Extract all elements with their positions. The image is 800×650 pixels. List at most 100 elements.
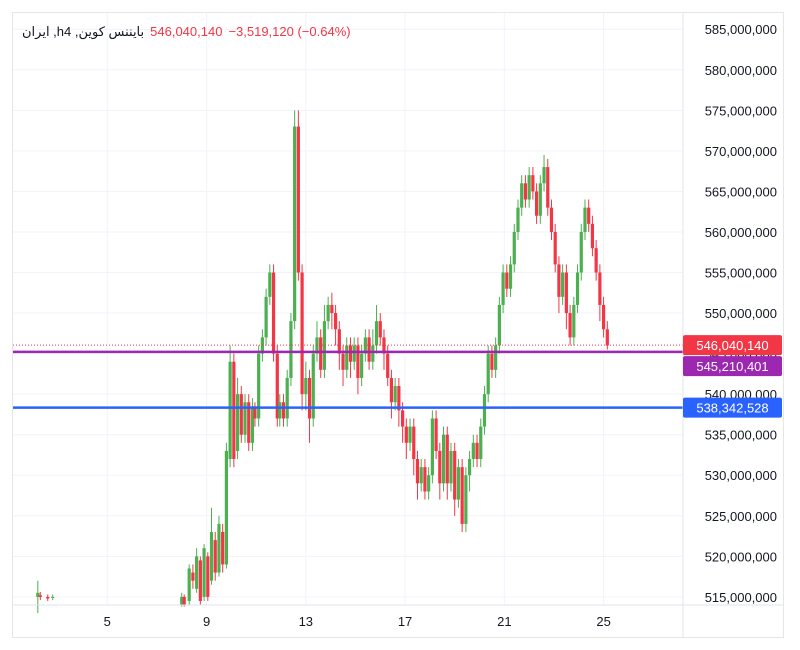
candle-body xyxy=(527,175,531,200)
candle-up xyxy=(315,321,319,362)
price-tag-purple: 545,210,401 xyxy=(683,356,782,377)
y-tick-label: 535,000,000 xyxy=(705,428,777,443)
candle-body xyxy=(587,207,591,224)
candle-down xyxy=(564,264,568,330)
candle-down xyxy=(546,158,550,216)
y-tick-label: 575,000,000 xyxy=(705,103,777,118)
candle-body xyxy=(419,467,423,484)
candle-down xyxy=(445,426,449,500)
candle-up xyxy=(467,450,472,492)
candle-up xyxy=(228,345,232,468)
candle-body xyxy=(278,402,282,419)
candle-body xyxy=(311,353,315,419)
candle-up xyxy=(408,418,412,451)
candle-body xyxy=(367,337,371,362)
candle-body xyxy=(213,540,217,573)
candle-up xyxy=(180,592,184,607)
candle-body xyxy=(393,386,397,403)
candle-body xyxy=(583,207,587,232)
candle-up xyxy=(497,296,501,354)
candle-down xyxy=(534,183,539,224)
candle-body xyxy=(423,467,427,492)
candle-body xyxy=(516,207,520,232)
last-price-label: 546,040,140 xyxy=(150,24,223,39)
candle-body xyxy=(363,337,367,354)
candle-body xyxy=(374,321,379,346)
candle-body xyxy=(239,394,243,435)
candle-up xyxy=(278,394,282,427)
price-tag-box xyxy=(683,356,782,377)
candle-down xyxy=(348,337,353,378)
candle-up xyxy=(419,459,423,492)
candle-layer xyxy=(36,110,609,614)
candle-body xyxy=(497,304,501,346)
candle-up xyxy=(289,313,293,387)
candle-body xyxy=(568,313,572,338)
candle-up xyxy=(264,288,268,346)
candle-up xyxy=(371,329,375,370)
candle-body xyxy=(232,361,236,460)
candle-body xyxy=(51,596,55,598)
candle-body xyxy=(235,394,240,451)
candle-body xyxy=(441,434,446,484)
candle-body xyxy=(598,272,602,305)
candle-down xyxy=(412,418,416,476)
candle-down xyxy=(601,296,606,338)
candle-down xyxy=(281,394,286,427)
candle-body xyxy=(46,596,50,599)
candle-body xyxy=(561,272,565,297)
y-tick-label: 565,000,000 xyxy=(705,184,777,199)
candle-body xyxy=(464,475,468,524)
candle-body xyxy=(268,272,272,297)
candle-down xyxy=(253,402,257,427)
candle-body xyxy=(356,345,360,378)
candle-down xyxy=(239,386,243,443)
candle-down xyxy=(415,450,420,500)
candle-body xyxy=(300,272,304,395)
candle-body xyxy=(348,345,353,362)
candle-body xyxy=(505,272,509,289)
candle-up xyxy=(441,426,446,492)
candle-body xyxy=(307,377,312,419)
candle-body xyxy=(253,406,257,419)
candle-body xyxy=(486,353,490,395)
candle-body xyxy=(546,167,550,208)
candle-body xyxy=(456,467,461,500)
candle-body xyxy=(389,377,394,403)
candle-body xyxy=(36,592,40,597)
candle-body xyxy=(438,450,442,484)
candle-body xyxy=(271,272,276,354)
candle-body xyxy=(490,353,494,370)
candle-down xyxy=(191,564,195,589)
candle-up xyxy=(293,110,297,330)
candle-down xyxy=(206,552,210,601)
x-tick-label: 9 xyxy=(203,614,210,629)
candle-body xyxy=(330,304,334,314)
candle-up xyxy=(572,296,576,346)
candle-down xyxy=(460,459,464,533)
candle-up xyxy=(427,467,431,500)
candle-body xyxy=(542,167,546,184)
candle-body xyxy=(333,313,338,330)
price-tag-last: 546,040,140 xyxy=(683,335,782,356)
price-tag-blue: 538,342,528 xyxy=(683,397,782,418)
candle-up xyxy=(527,167,531,208)
candle-down xyxy=(568,304,572,346)
candle-down xyxy=(531,167,535,200)
candle-body xyxy=(501,272,505,305)
candle-down xyxy=(337,321,341,370)
candle-down xyxy=(397,377,401,427)
candle-up xyxy=(494,337,498,378)
candle-up xyxy=(285,369,289,427)
candle-down xyxy=(356,337,360,395)
candle-down xyxy=(453,442,457,516)
y-tick-label: 570,000,000 xyxy=(705,144,777,159)
candle-body xyxy=(341,353,345,370)
candle-up xyxy=(471,434,475,468)
candle-body xyxy=(538,183,542,216)
axis-layer: 515,000,000 520,000,000 525,000,000 530,000… xyxy=(12,12,783,637)
candle-down xyxy=(523,175,528,208)
candle-up xyxy=(268,264,272,305)
candle-down xyxy=(553,223,557,273)
